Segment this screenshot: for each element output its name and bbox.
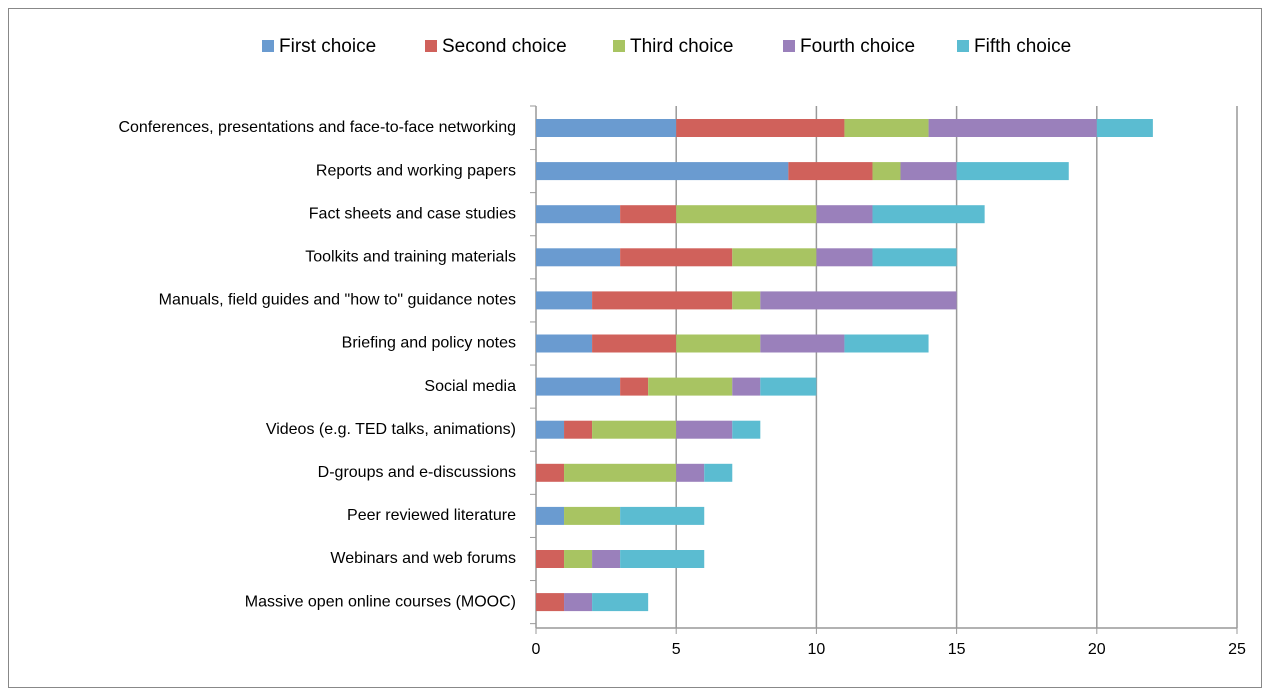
category-label: Social media — [424, 378, 516, 395]
bar-segment — [676, 463, 705, 482]
bar-segment — [900, 162, 957, 181]
bar-segment — [536, 377, 621, 396]
category-label: Videos (e.g. TED talks, animations) — [266, 421, 516, 438]
bar-segment — [592, 334, 677, 353]
bar-segment — [620, 506, 705, 525]
bar-segment — [928, 119, 1097, 137]
bar-segment — [872, 205, 985, 224]
bar-segment — [536, 162, 789, 181]
legend-label: Fourth choice — [800, 36, 915, 57]
bar-segment — [760, 291, 957, 310]
category-label: Manuals, field guides and "how to" guida… — [159, 292, 516, 309]
bar-segment — [1096, 119, 1153, 137]
bar-segment — [676, 205, 817, 224]
legend-label: Third choice — [630, 36, 734, 57]
legend-swatch — [783, 40, 795, 52]
bar-segment — [536, 205, 621, 224]
bar-segment — [620, 205, 677, 224]
category-label: Massive open online courses (MOOC) — [245, 593, 516, 610]
bar-segment — [592, 550, 621, 568]
bar-segment — [592, 420, 677, 439]
x-tick-label: 10 — [808, 641, 826, 658]
bar-segment — [536, 334, 593, 353]
bar-segment — [760, 377, 817, 396]
bar-segment — [564, 506, 621, 525]
category-label: Reports and working papers — [316, 162, 516, 179]
x-tick-label: 15 — [948, 641, 966, 658]
bar-segment — [536, 119, 677, 137]
legend-swatch — [613, 40, 625, 52]
legend-label: First choice — [279, 36, 376, 57]
bar-segment — [536, 463, 565, 482]
x-tick-label: 5 — [672, 641, 681, 658]
legend-swatch — [425, 40, 437, 52]
legend-label: Second choice — [442, 36, 567, 57]
bar-segment — [564, 593, 593, 612]
bar-segment — [732, 248, 817, 267]
bar-segment — [564, 420, 593, 439]
bar-segment — [536, 506, 565, 525]
legend-swatch — [262, 40, 274, 52]
bar-segment — [704, 463, 733, 482]
legend-label: Fifth choice — [974, 36, 1071, 57]
bar-segment — [732, 420, 761, 439]
category-label: Conferences, presentations and face-to-f… — [118, 119, 516, 136]
bar-segment — [872, 162, 901, 181]
bar-segment — [676, 334, 761, 353]
bar-segment — [872, 248, 957, 267]
bar-segment — [620, 377, 649, 396]
bar-segment — [816, 248, 873, 267]
x-tick-label: 0 — [532, 641, 541, 658]
category-label: Fact sheets and case studies — [309, 205, 516, 222]
bar-segment — [592, 291, 733, 310]
bar-segment — [648, 377, 733, 396]
bar-segment — [732, 377, 761, 396]
bar-segment — [844, 334, 929, 353]
bar-segment — [676, 420, 733, 439]
bar-segment — [676, 119, 845, 137]
bar-segment — [564, 550, 593, 568]
x-tick-label: 20 — [1088, 641, 1106, 658]
category-label: D-groups and e-discussions — [318, 464, 516, 481]
category-label: Peer reviewed literature — [347, 507, 516, 524]
bar-segment — [536, 550, 565, 568]
category-label: Toolkits and training materials — [305, 249, 516, 266]
bar-segment — [592, 593, 649, 612]
bar-segment — [564, 463, 677, 482]
legend-swatch — [957, 40, 969, 52]
bar-segment — [536, 291, 593, 310]
bar-segment — [536, 593, 565, 612]
bar-segment — [536, 420, 565, 439]
bar-segment — [956, 162, 1069, 181]
bar-segment — [620, 248, 733, 267]
bar-segment — [788, 162, 873, 181]
category-label: Webinars and web forums — [330, 550, 516, 567]
bar-segment — [844, 119, 929, 137]
category-label: Briefing and policy notes — [342, 335, 516, 352]
x-tick-label: 25 — [1228, 641, 1246, 658]
bar-segment — [732, 291, 761, 310]
bar-segment — [536, 248, 621, 267]
bar-segment — [760, 334, 845, 353]
bar-segment — [620, 550, 705, 568]
bar-segment — [816, 205, 873, 224]
